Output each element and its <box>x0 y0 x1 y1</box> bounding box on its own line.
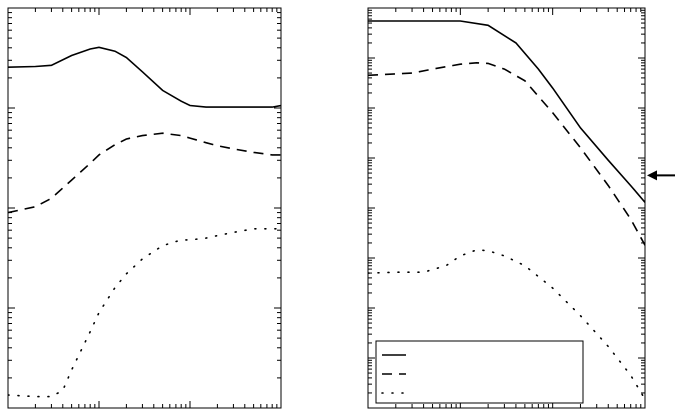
legend <box>375 340 584 404</box>
left-panel <box>7 7 282 409</box>
right-panel <box>367 7 675 409</box>
series-line-dotted <box>368 249 645 401</box>
arrow-marker-icon <box>647 170 675 181</box>
series-line-dashed <box>368 61 645 246</box>
legend-box <box>375 340 584 404</box>
series-line-solid <box>368 20 645 203</box>
series-line-dashed <box>8 132 281 214</box>
series-line-dotted <box>8 228 281 398</box>
plot-frame <box>7 7 282 409</box>
series-line-solid <box>8 46 281 108</box>
